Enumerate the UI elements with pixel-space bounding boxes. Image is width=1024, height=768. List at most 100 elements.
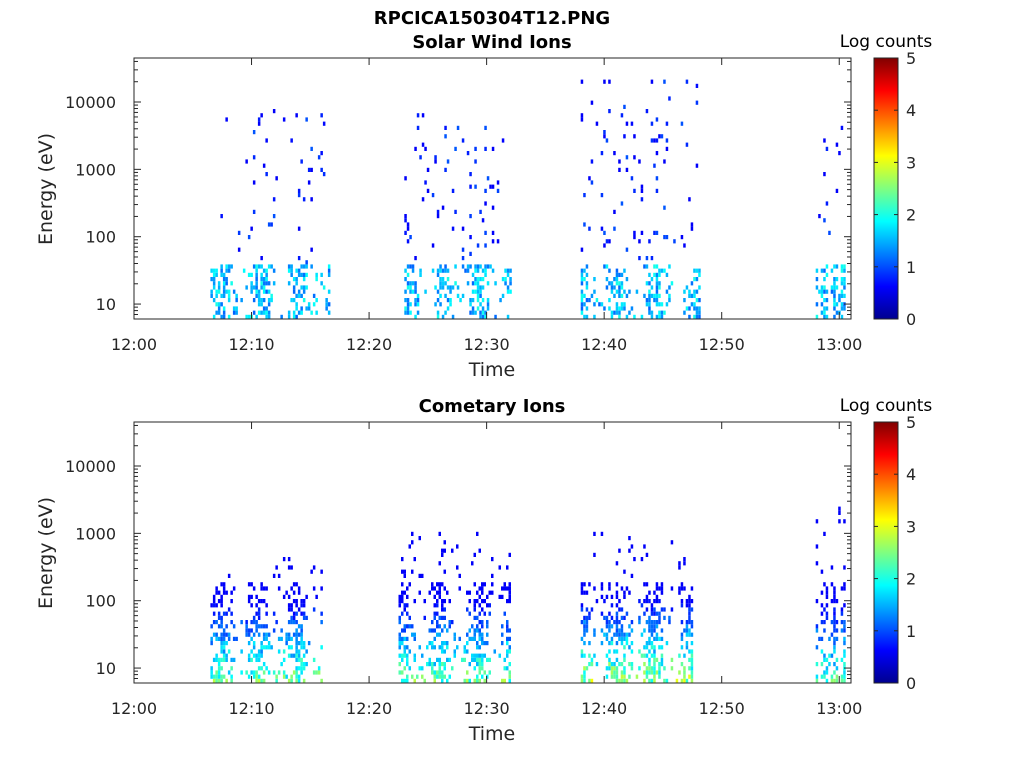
heatmap-cell (668, 285, 671, 290)
heatmap-cell (398, 620, 401, 625)
heatmap-cell (398, 636, 401, 641)
heatmap-cell (481, 662, 484, 667)
heatmap-cell (275, 176, 278, 181)
heatmap-cell (633, 235, 636, 240)
heatmap-cell (583, 641, 586, 646)
heatmap-cell (436, 674, 439, 679)
heatmap-cell (237, 247, 241, 252)
heatmap-cell (638, 599, 641, 604)
heatmap-cell (843, 519, 846, 524)
heatmap-cell (310, 264, 313, 269)
heatmap-cell (698, 314, 701, 319)
heatmap-cell (643, 544, 646, 549)
heatmap-cell (215, 603, 218, 608)
heatmap-cell (688, 620, 691, 625)
heatmap-cell (312, 565, 316, 570)
heatmap-cell (479, 302, 482, 307)
heatmap-cell (225, 590, 228, 595)
heatmap-cell (655, 620, 659, 625)
heatmap-cell (406, 222, 410, 227)
heatmap-cell (252, 285, 256, 290)
heatmap-cell (401, 599, 404, 604)
heatmap-cell (290, 653, 293, 658)
y-tick-label: 10000 (65, 93, 116, 112)
heatmap-cell (290, 272, 293, 277)
heatmap-cell (245, 632, 248, 637)
heatmap-cell (255, 624, 258, 629)
heatmap-cell (222, 306, 226, 311)
heatmap-cell (830, 653, 834, 658)
heatmap-cell (823, 306, 826, 311)
heatmap-cell (588, 641, 591, 646)
heatmap-cell (265, 281, 268, 286)
heatmap-cell (588, 653, 591, 658)
heatmap-cell (825, 264, 829, 269)
heatmap-cell (820, 569, 824, 574)
heatmap-cell (623, 289, 626, 294)
heatmap-cell (290, 620, 293, 625)
heatmap-cell (605, 632, 609, 637)
heatmap-cell (588, 611, 591, 616)
heatmap-cell (469, 310, 472, 315)
heatmap-cell (823, 670, 826, 675)
heatmap-cell (628, 548, 631, 553)
heatmap-cell (280, 636, 283, 641)
heatmap-cell (441, 205, 445, 210)
heatmap-cell (212, 632, 216, 637)
heatmap-cell (300, 611, 303, 616)
heatmap-cell (658, 674, 661, 679)
heatmap-cell (653, 272, 656, 277)
heatmap-cell (451, 188, 455, 193)
heatmap-cell (431, 268, 435, 273)
heatmap-cell (257, 117, 261, 122)
heatmap-cell (297, 226, 301, 231)
heatmap-cell (653, 649, 656, 654)
heatmap-cell (277, 573, 281, 578)
heatmap-cell (212, 674, 216, 679)
heatmap-cell (481, 586, 484, 591)
heatmap-cell (506, 599, 509, 604)
heatmap-cell (414, 298, 417, 303)
heatmap-cell (461, 226, 465, 231)
heatmap-cell (835, 666, 839, 671)
heatmap-cell (665, 272, 669, 277)
heatmap-cell (431, 666, 434, 671)
heatmap-cell (282, 557, 286, 562)
heatmap-cell (433, 611, 436, 616)
heatmap-cell (693, 268, 696, 273)
heatmap-cell (628, 645, 631, 650)
heatmap-cell (650, 277, 654, 282)
heatmap-cell (638, 239, 641, 244)
heatmap-cell (668, 298, 671, 303)
heatmap-cell (615, 666, 619, 671)
heatmap-cell (267, 289, 271, 294)
heatmap-cell (317, 666, 321, 671)
heatmap-cell (840, 657, 844, 662)
heatmap-cell (655, 314, 659, 319)
heatmap-cell (220, 620, 223, 625)
heatmap-cell (593, 632, 596, 637)
heatmap-cell (302, 611, 306, 616)
heatmap-cell (605, 138, 609, 143)
heatmap-cell (618, 281, 621, 286)
x-tick-label: 13:00 (816, 699, 862, 718)
heatmap-cell (411, 569, 414, 574)
heatmap-cell (433, 594, 436, 599)
heatmap-cell (833, 594, 836, 599)
heatmap-cell (625, 293, 629, 298)
heatmap-cell (466, 678, 469, 683)
heatmap-cell (262, 678, 266, 683)
heatmap-cell (476, 243, 480, 248)
heatmap-cell (690, 657, 694, 662)
heatmap-cell (250, 628, 253, 633)
heatmap-cell (583, 222, 586, 227)
heatmap-cell (438, 657, 441, 662)
heatmap-cell (508, 670, 511, 675)
heatmap-cell (660, 636, 664, 641)
heatmap-cell (618, 293, 621, 298)
heatmap-cell (297, 590, 301, 595)
heatmap-cell (688, 599, 691, 604)
heatmap-cell (588, 678, 591, 683)
heatmap-cell (843, 603, 846, 608)
heatmap-cell (252, 670, 256, 675)
